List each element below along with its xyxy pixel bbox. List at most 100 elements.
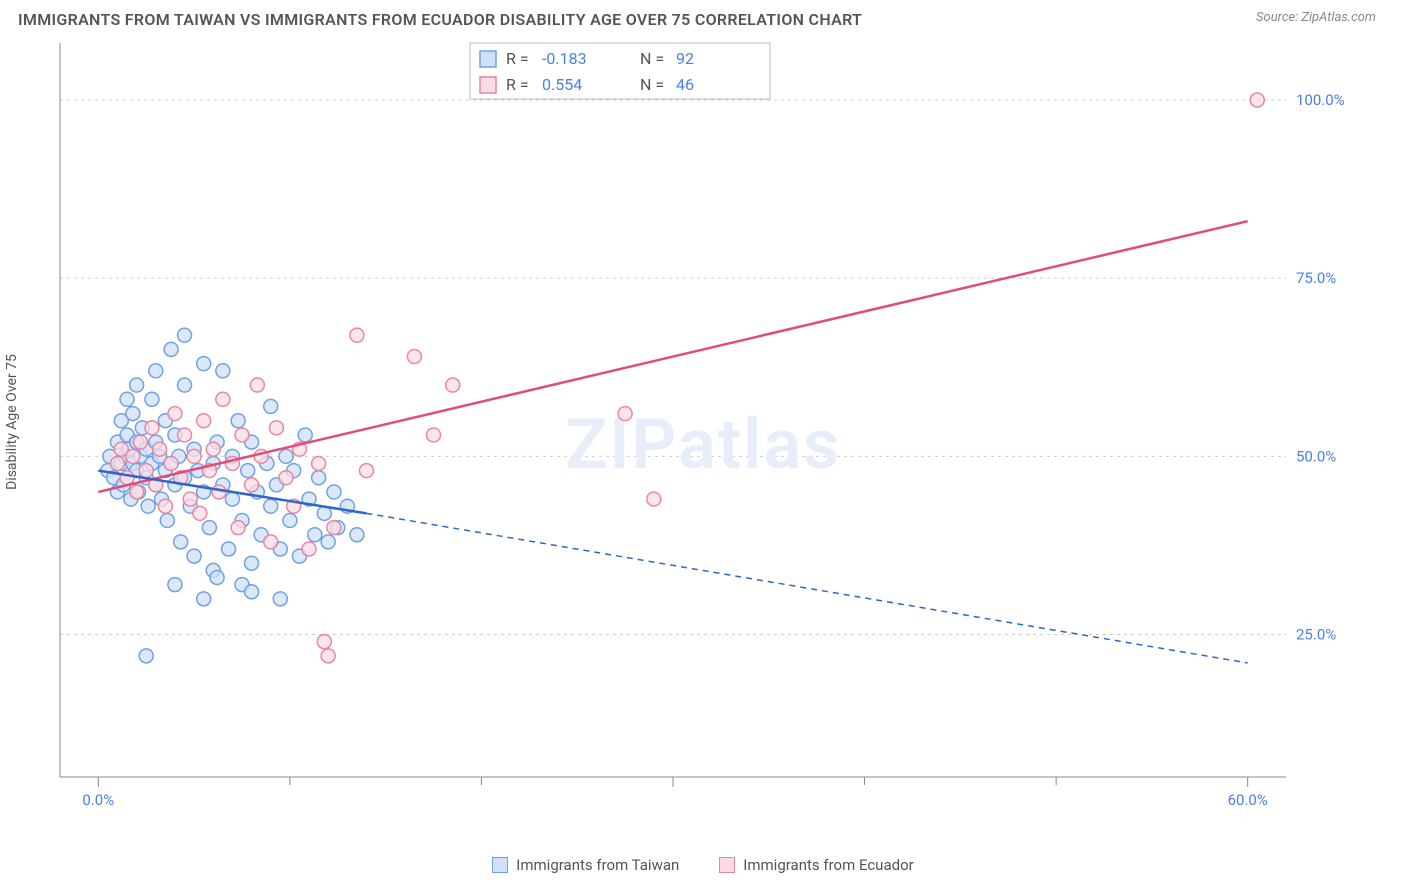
- legend: Immigrants from Taiwan Immigrants from Ec…: [0, 856, 1406, 874]
- legend-item-ecuador: Immigrants from Ecuador: [719, 856, 913, 874]
- legend-label-ecuador: Immigrants from Ecuador: [743, 856, 913, 874]
- point-ecuador: [618, 407, 632, 421]
- point-ecuador: [302, 542, 316, 556]
- source-attribution: Source: ZipAtlas.com: [1256, 10, 1376, 25]
- point-taiwan: [231, 414, 245, 428]
- point-ecuador: [158, 499, 172, 513]
- scatter-plot: 25.0%50.0%75.0%100.0%ZIPatlas0.0%60.0%R …: [50, 37, 1356, 807]
- point-taiwan: [130, 378, 144, 392]
- point-taiwan: [241, 464, 255, 478]
- point-ecuador: [312, 456, 326, 470]
- point-ecuador: [327, 521, 341, 535]
- point-ecuador: [197, 414, 211, 428]
- y-tick-label: 100.0%: [1296, 91, 1345, 109]
- point-ecuador: [187, 449, 201, 463]
- point-taiwan: [312, 471, 326, 485]
- point-ecuador: [216, 392, 230, 406]
- point-taiwan: [168, 578, 182, 592]
- stats-n-value-taiwan: 92: [676, 49, 694, 68]
- point-ecuador: [183, 492, 197, 506]
- point-taiwan: [225, 492, 239, 506]
- point-taiwan: [178, 378, 192, 392]
- point-taiwan: [298, 428, 312, 442]
- stats-r-value-ecuador: 0.554: [542, 75, 582, 94]
- point-taiwan: [264, 399, 278, 413]
- point-taiwan: [222, 542, 236, 556]
- y-tick-label: 75.0%: [1296, 269, 1336, 287]
- legend-swatch-taiwan: [492, 857, 508, 873]
- stats-n-value-ecuador: 46: [676, 75, 694, 94]
- point-taiwan: [216, 364, 230, 378]
- point-ecuador: [126, 449, 140, 463]
- point-taiwan: [187, 549, 201, 563]
- y-tick-label: 50.0%: [1296, 447, 1336, 465]
- watermark: ZIPatlas: [565, 404, 841, 486]
- point-taiwan: [264, 499, 278, 513]
- point-ecuador: [139, 464, 153, 478]
- point-taiwan: [120, 392, 134, 406]
- point-ecuador: [317, 635, 331, 649]
- point-taiwan: [202, 521, 216, 535]
- point-taiwan: [283, 513, 297, 527]
- point-taiwan: [197, 592, 211, 606]
- point-ecuador: [407, 350, 421, 364]
- legend-item-taiwan: Immigrants from Taiwan: [492, 856, 679, 874]
- legend-swatch-ecuador: [719, 857, 735, 873]
- stats-swatch-ecuador: [480, 77, 496, 93]
- point-ecuador: [245, 478, 259, 492]
- stats-n-label-taiwan: N =: [640, 49, 664, 68]
- point-taiwan: [197, 357, 211, 371]
- point-ecuador: [269, 421, 283, 435]
- point-taiwan: [321, 535, 335, 549]
- stats-r-label-taiwan: R =: [506, 49, 529, 68]
- point-taiwan: [141, 499, 155, 513]
- point-ecuador: [193, 506, 207, 520]
- point-taiwan: [160, 513, 174, 527]
- point-ecuador: [1250, 93, 1264, 107]
- point-ecuador: [212, 485, 226, 499]
- regression-line-taiwan-extrapolated: [367, 513, 1248, 663]
- point-ecuador: [168, 407, 182, 421]
- point-taiwan: [126, 407, 140, 421]
- legend-label-taiwan: Immigrants from Taiwan: [516, 856, 679, 874]
- point-ecuador: [446, 378, 460, 392]
- stats-swatch-taiwan: [480, 51, 496, 67]
- point-ecuador: [279, 471, 293, 485]
- point-ecuador: [164, 456, 178, 470]
- stats-r-value-taiwan: -0.183: [542, 49, 587, 68]
- point-taiwan: [245, 585, 259, 599]
- point-taiwan: [164, 342, 178, 356]
- point-taiwan: [178, 328, 192, 342]
- point-ecuador: [264, 535, 278, 549]
- point-ecuador: [250, 378, 264, 392]
- point-taiwan: [174, 535, 188, 549]
- point-ecuador: [231, 521, 245, 535]
- point-taiwan: [308, 528, 322, 542]
- chart-area: Disability Age Over 75 25.0%50.0%75.0%10…: [50, 37, 1376, 807]
- point-ecuador: [130, 485, 144, 499]
- stats-r-label-ecuador: R =: [506, 75, 529, 94]
- point-ecuador: [110, 456, 124, 470]
- point-ecuador: [178, 428, 192, 442]
- point-ecuador: [350, 328, 364, 342]
- point-ecuador: [153, 442, 167, 456]
- point-ecuador: [321, 649, 335, 663]
- point-taiwan: [149, 364, 163, 378]
- point-taiwan: [210, 570, 224, 584]
- point-taiwan: [139, 649, 153, 663]
- stats-n-label-ecuador: N =: [640, 75, 664, 94]
- point-taiwan: [273, 592, 287, 606]
- point-taiwan: [327, 485, 341, 499]
- point-taiwan: [279, 449, 293, 463]
- point-ecuador: [145, 421, 159, 435]
- point-ecuador: [427, 428, 441, 442]
- point-ecuador: [133, 435, 147, 449]
- point-taiwan: [145, 392, 159, 406]
- point-ecuador: [360, 464, 374, 478]
- point-ecuador: [647, 492, 661, 506]
- chart-title: IMMIGRANTS FROM TAIWAN VS IMMIGRANTS FRO…: [18, 10, 862, 29]
- point-taiwan: [245, 556, 259, 570]
- y-tick-label: 25.0%: [1296, 625, 1336, 643]
- point-ecuador: [206, 442, 220, 456]
- x-tick-label: 0.0%: [82, 791, 114, 807]
